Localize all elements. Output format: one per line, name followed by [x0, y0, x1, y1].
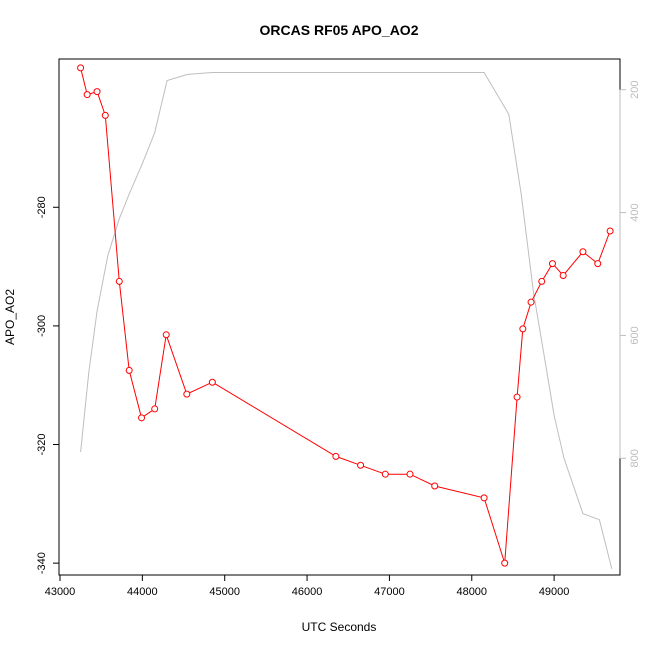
data-point	[513, 393, 521, 401]
y2-tick-label: 600	[629, 326, 641, 344]
data-point	[579, 248, 587, 256]
data-point	[115, 277, 123, 285]
data-point	[183, 390, 191, 398]
secondary-series-line	[80, 72, 613, 570]
data-point	[77, 64, 85, 72]
data-point	[548, 260, 556, 268]
data-point	[151, 405, 159, 413]
data-point	[125, 366, 133, 374]
x-tick-label: 46000	[292, 586, 323, 598]
x-tick-label: 44000	[127, 586, 158, 598]
data-point	[101, 111, 109, 119]
data-point	[332, 452, 340, 460]
data-point	[606, 227, 614, 235]
data-point	[519, 325, 527, 333]
data-point	[480, 494, 488, 502]
data-point	[208, 378, 216, 386]
data-point	[357, 461, 365, 469]
y-tick-label: -320	[36, 434, 48, 456]
y2-tick-label: 800	[629, 449, 641, 467]
data-point	[93, 88, 101, 96]
y-tick-label: -280	[36, 196, 48, 218]
data-point	[381, 470, 389, 478]
x-tick-label: 49000	[539, 586, 570, 598]
x-tick-label: 45000	[209, 586, 240, 598]
data-point	[594, 260, 602, 268]
data-point	[527, 298, 535, 306]
y-axis-label: APO_AO2	[3, 289, 17, 345]
chart-title: ORCAS RF05 APO_AO2	[260, 22, 419, 38]
x-axis-label: UTC Seconds	[302, 620, 377, 634]
x-axis: 43000 44000 45000 46000 47000 48000 49000	[45, 574, 570, 598]
data-point	[431, 482, 439, 490]
apo-ao2-series-line	[80, 67, 611, 564]
x-tick-label: 47000	[374, 586, 405, 598]
data-point	[406, 470, 414, 478]
y2-tick-label: 200	[629, 81, 641, 99]
data-point	[83, 91, 91, 99]
x-tick-label: 43000	[45, 586, 76, 598]
y2-tick-label: 400	[629, 203, 641, 221]
data-point	[559, 271, 567, 279]
series-layer	[77, 64, 614, 570]
y-axis-right: 200 400 600 800	[619, 81, 641, 467]
data-point	[538, 277, 546, 285]
x-tick-label: 48000	[456, 586, 487, 598]
data-point	[501, 559, 509, 567]
y-axis-left: -340 -320 -300 -280	[36, 196, 60, 574]
data-point	[138, 414, 146, 422]
y-tick-label: -300	[36, 315, 48, 337]
plot-frame	[58, 58, 621, 576]
data-point	[162, 331, 170, 339]
y-tick-label: -340	[36, 552, 48, 574]
